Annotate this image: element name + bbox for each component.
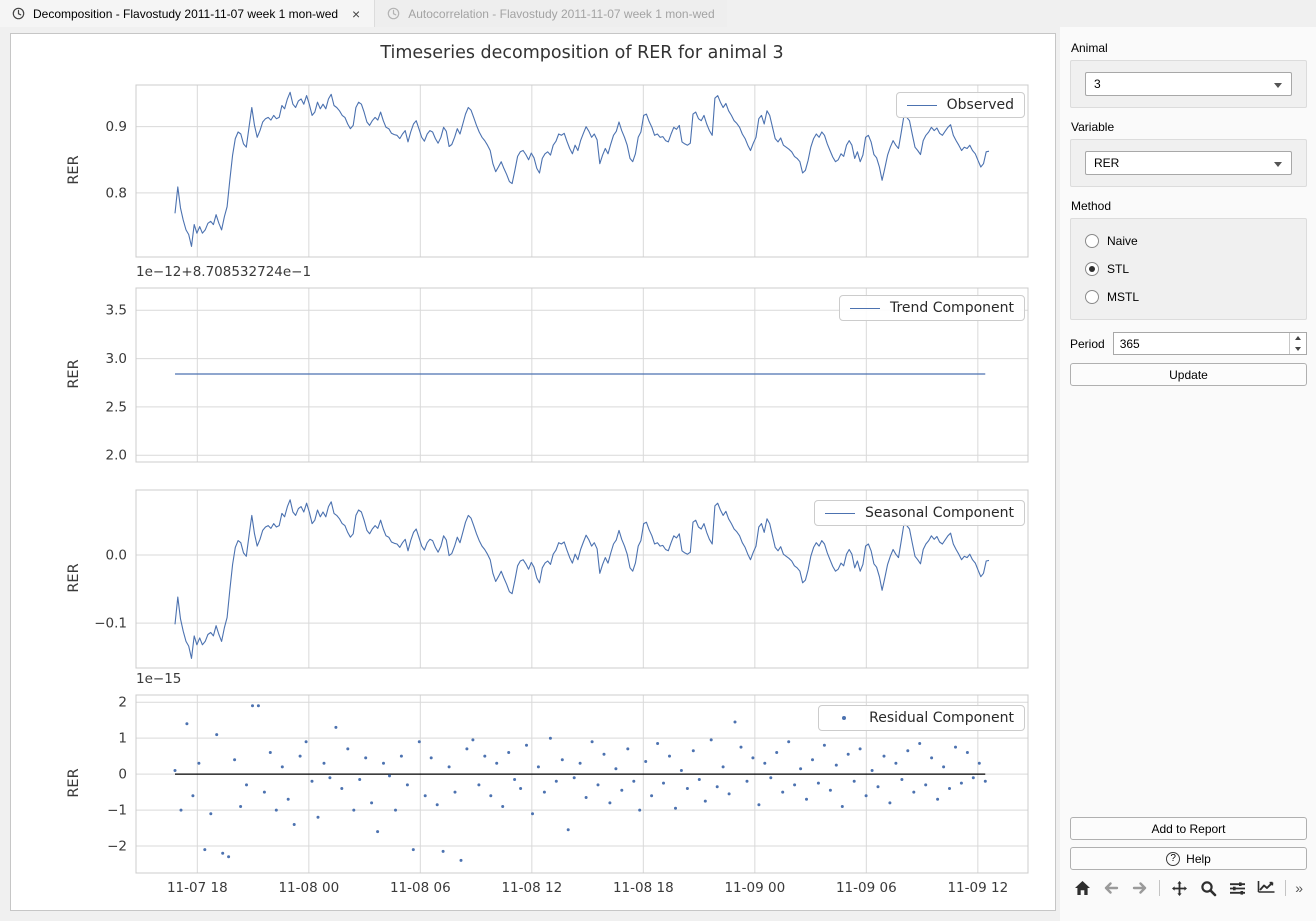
legend-label: Observed: [946, 97, 1014, 113]
radio-label: Naive: [1107, 234, 1138, 248]
tab-bar: Decomposition - Flavostudy 2011-11-07 we…: [0, 0, 1316, 27]
tab-label: Decomposition - Flavostudy 2011-11-07 we…: [33, 6, 339, 21]
period-label: Period: [1070, 336, 1105, 351]
pan-icon[interactable]: [1169, 878, 1189, 898]
svg-text:11-08 00: 11-08 00: [278, 880, 339, 896]
spin-arrows: [1289, 333, 1306, 354]
legend-line-swatch: [906, 104, 937, 106]
legend-dot-swatch: [829, 716, 859, 720]
animal-group: 3: [1070, 60, 1307, 108]
figure-title: Timeseries decomposition of RER for anim…: [380, 43, 784, 63]
svg-text:0.0: 0.0: [106, 548, 127, 564]
history-icon: [387, 7, 400, 20]
chevron-down-icon: [1274, 83, 1282, 88]
svg-text:0: 0: [118, 767, 127, 783]
svg-text:0.8: 0.8: [106, 185, 127, 201]
history-icon: [12, 7, 25, 20]
spin-down-icon[interactable]: [1290, 344, 1306, 355]
residual-offset-label: 1e−15: [136, 671, 182, 687]
residual-y-axis-label: RER: [66, 768, 82, 798]
home-icon[interactable]: [1072, 878, 1092, 898]
matplotlib-toolbar: »: [1072, 876, 1309, 900]
decomposition-chart: 0.8 0.9 2.0 2.5 3.0 3.5 −0.1 0.0 −2 −1 0 1 2 11-07 18…: [94, 84, 1029, 896]
radio-label: STL: [1107, 262, 1130, 276]
svg-text:11-09 12: 11-09 12: [947, 880, 1008, 896]
back-icon[interactable]: [1101, 878, 1121, 898]
svg-text:2.5: 2.5: [106, 399, 127, 415]
question-icon: ?: [1166, 851, 1181, 866]
close-tab-icon[interactable]: ×: [352, 5, 361, 22]
trend-legend: Trend Component: [838, 295, 1025, 321]
radio-circle: [1085, 262, 1099, 276]
variable-group: RER: [1070, 139, 1307, 187]
period-spinbox[interactable]: 365: [1112, 332, 1307, 355]
variable-label: Variable: [1071, 120, 1115, 134]
svg-text:2.0: 2.0: [106, 448, 127, 464]
method-group: Naive STL MSTL: [1070, 218, 1307, 320]
forward-icon[interactable]: [1130, 878, 1150, 898]
help-button-label: Help: [1186, 851, 1211, 866]
radio-circle: [1085, 234, 1099, 248]
animal-label: Animal: [1071, 41, 1108, 55]
animal-select[interactable]: 3: [1085, 72, 1292, 96]
svg-text:11-07 18: 11-07 18: [167, 880, 228, 896]
variable-selected-value: RER: [1094, 156, 1120, 170]
toolbar-separator: [1285, 880, 1286, 896]
svg-text:3.0: 3.0: [106, 351, 127, 367]
svg-text:−1: −1: [107, 803, 127, 819]
variable-select[interactable]: RER: [1085, 151, 1292, 175]
radio-label: MSTL: [1107, 290, 1140, 304]
svg-text:11-09 06: 11-09 06: [836, 880, 897, 896]
svg-text:3.5: 3.5: [106, 303, 127, 319]
svg-text:−0.1: −0.1: [94, 616, 127, 632]
control-panel: Animal 3 Variable RER Method Naive STL: [1060, 27, 1316, 921]
svg-text:11-09 00: 11-09 00: [724, 880, 785, 896]
radio-circle: [1085, 290, 1099, 304]
add-to-report-button[interactable]: Add to Report: [1070, 817, 1307, 840]
animal-selected-value: 3: [1094, 77, 1101, 91]
svg-text:2: 2: [118, 695, 127, 711]
zoom-icon[interactable]: [1198, 878, 1218, 898]
customize-icon[interactable]: [1256, 878, 1276, 898]
chevron-down-icon: [1274, 162, 1282, 167]
tab-autocorrelation[interactable]: Autocorrelation - Flavostudy 2011-11-07 …: [375, 0, 727, 27]
seasonal-legend: Seasonal Component: [813, 500, 1025, 526]
svg-text:11-08 06: 11-08 06: [390, 880, 451, 896]
seasonal-y-axis-label: RER: [66, 563, 82, 593]
toolbar-more-button[interactable]: »: [1295, 880, 1303, 896]
radio-stl[interactable]: STL: [1085, 255, 1292, 283]
help-button[interactable]: ? Help: [1070, 847, 1307, 870]
legend-line-swatch: [824, 512, 855, 514]
subplots-icon[interactable]: [1227, 878, 1247, 898]
trend-offset-label: 1e−12+8.708532724e−1: [136, 264, 312, 280]
legend-label: Residual Component: [869, 710, 1014, 726]
svg-text:1: 1: [118, 731, 127, 747]
residual-legend: Residual Component: [818, 705, 1025, 731]
update-button[interactable]: Update: [1070, 363, 1307, 386]
radio-mstl[interactable]: MSTL: [1085, 283, 1292, 311]
svg-text:−2: −2: [107, 839, 127, 855]
decomposition-figure: Timeseries decomposition of RER for anim…: [11, 34, 1055, 910]
plot-canvas: Timeseries decomposition of RER for anim…: [10, 33, 1056, 911]
trend-y-axis-label: RER: [66, 359, 82, 389]
radio-naive[interactable]: Naive: [1085, 227, 1292, 255]
svg-text:11-08 18: 11-08 18: [613, 880, 674, 896]
svg-text:0.9: 0.9: [106, 119, 127, 135]
svg-text:11-08 12: 11-08 12: [501, 880, 562, 896]
tab-decomposition[interactable]: Decomposition - Flavostudy 2011-11-07 we…: [0, 0, 376, 27]
method-label: Method: [1071, 199, 1112, 213]
observed-y-axis-label: RER: [66, 155, 82, 185]
legend-label: Trend Component: [889, 300, 1014, 316]
period-value: 365: [1119, 336, 1140, 351]
spin-up-icon[interactable]: [1290, 333, 1306, 344]
toolbar-separator: [1159, 880, 1160, 896]
observed-legend: Observed: [895, 92, 1025, 118]
legend-label: Seasonal Component: [864, 505, 1014, 521]
legend-line-swatch: [849, 307, 880, 309]
tab-label: Autocorrelation - Flavostudy 2011-11-07 …: [408, 6, 715, 21]
